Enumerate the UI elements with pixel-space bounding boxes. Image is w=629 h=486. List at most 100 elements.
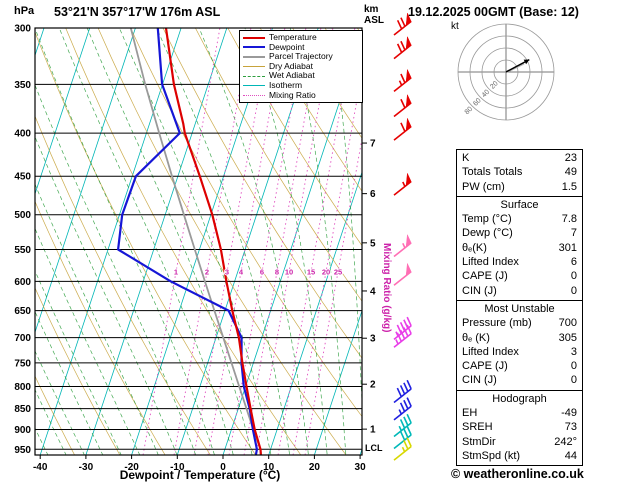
wind-barb bbox=[393, 172, 412, 196]
lcl-label: LCL bbox=[365, 443, 383, 453]
wet-adiabat-line bbox=[35, 84, 197, 455]
stat-value: 23 bbox=[564, 152, 577, 164]
wind-barb-feather bbox=[400, 73, 406, 83]
wet-adiabat-line bbox=[35, 183, 159, 455]
pressure-tick-label: 450 bbox=[14, 172, 31, 183]
wind-barb bbox=[393, 437, 412, 461]
wind-barb-feather bbox=[406, 397, 412, 407]
wind-barb-pennant bbox=[405, 117, 412, 132]
table-row: EH -49 bbox=[457, 406, 582, 420]
mixing-ratio-value-label: 6 bbox=[260, 268, 264, 277]
wet-adiabat-line bbox=[35, 28, 215, 455]
mixing-ratio-value-label: 1 bbox=[174, 268, 178, 277]
wind-barb-pennant bbox=[405, 233, 412, 248]
wind-barb-pennant bbox=[405, 262, 412, 277]
legend-item: Dry Adiabat bbox=[243, 61, 359, 72]
legend-item: Isotherm bbox=[243, 79, 359, 91]
table-row: K 23 bbox=[457, 151, 582, 165]
wet-adiabat-line bbox=[35, 310, 104, 455]
mixing-ratio-line bbox=[193, 28, 272, 455]
mixing-ratio-line-sample bbox=[243, 94, 265, 96]
wind-barb-feather bbox=[406, 413, 412, 424]
wind-barb bbox=[393, 425, 412, 450]
wind-barb-feather bbox=[396, 19, 403, 30]
mixing-ratio-value-label: 10 bbox=[285, 268, 293, 277]
pressure-tick-label: 900 bbox=[14, 425, 31, 436]
wind-barb-feather bbox=[396, 332, 403, 342]
stat-value: 700 bbox=[558, 317, 577, 330]
hodograph-ring-label: 80 bbox=[464, 106, 475, 117]
hodograph-ring bbox=[457, 23, 555, 121]
pressure-tick-label: 950 bbox=[14, 445, 31, 456]
stat-value: 44 bbox=[564, 449, 577, 462]
stat-value: 301 bbox=[558, 241, 577, 254]
pressure-tick-label: 650 bbox=[14, 306, 31, 317]
wind-barb-feather bbox=[396, 387, 403, 398]
stat-label: Totals Totals bbox=[462, 166, 523, 179]
mixing-ratio-line bbox=[228, 28, 307, 455]
wind-barb-feather bbox=[406, 324, 412, 334]
mixing-ratio-line bbox=[277, 28, 356, 455]
wind-barb-half-feather bbox=[402, 242, 406, 249]
table-row: CAPE (J) 0 bbox=[457, 359, 582, 373]
wind-barb-feather bbox=[403, 399, 409, 410]
stat-label: StmDir bbox=[462, 435, 496, 448]
wet-adiabat-line bbox=[35, 227, 141, 455]
mixing-ratio-value-label: 25 bbox=[334, 268, 342, 277]
stat-label: K bbox=[462, 152, 470, 164]
wind-barb bbox=[393, 324, 412, 348]
pressure-tick-label: 800 bbox=[14, 382, 31, 393]
wind-barb-feather bbox=[396, 43, 403, 53]
table-row: Totals Totals 49 bbox=[457, 165, 582, 179]
isotherm-line bbox=[39, 28, 182, 455]
temperature-line-sample bbox=[243, 36, 265, 39]
km-tick-label: 3 bbox=[370, 334, 376, 345]
table-row: CAPE (J) 0 bbox=[457, 269, 582, 283]
dry-adiabat-line bbox=[227, 28, 362, 247]
mixing-ratio-line bbox=[142, 28, 221, 455]
wind-barb-feather bbox=[406, 316, 412, 327]
datetime-title: 19.12.2025 00GMT (Base: 12) bbox=[408, 5, 579, 19]
pressure-tick-label: 300 bbox=[14, 24, 31, 35]
stat-value: 0 bbox=[570, 374, 577, 387]
altitude-axis-unit: km ASL bbox=[364, 4, 384, 26]
isotherm-line bbox=[85, 28, 228, 455]
station-title: 53°21'N 357°17'W 176m ASL bbox=[54, 5, 221, 19]
wind-barb-half-feather bbox=[401, 446, 406, 453]
legend-label: Isotherm bbox=[269, 79, 303, 90]
mixing-ratio-line bbox=[173, 28, 252, 455]
stat-value: 73 bbox=[564, 421, 577, 434]
km-tick-label: 5 bbox=[370, 238, 376, 249]
stat-value: -49 bbox=[561, 407, 577, 420]
storm-motion-arrowhead bbox=[523, 59, 530, 65]
pressure-tick-label: 550 bbox=[14, 245, 31, 256]
stat-value: 0 bbox=[570, 284, 577, 297]
stat-value: 1.5 bbox=[561, 180, 577, 193]
wind-barb-feather bbox=[400, 98, 406, 109]
stat-value: 7.8 bbox=[561, 213, 577, 226]
stat-label: Lifted Index bbox=[462, 256, 519, 269]
pressure-tick-label: 600 bbox=[14, 277, 31, 288]
wind-barb bbox=[393, 262, 412, 286]
legend-label: Parcel Trajectory bbox=[269, 51, 333, 62]
table-row: Lifted Index 3 bbox=[457, 345, 582, 359]
legend-item: Wet Adiabat bbox=[243, 71, 359, 81]
dry-adiabat-line bbox=[35, 115, 211, 455]
wind-barb-pennant bbox=[405, 35, 412, 50]
stat-value: 242° bbox=[554, 435, 577, 448]
wind-barb-feather bbox=[403, 428, 409, 438]
hodograph-ring-label: 60 bbox=[472, 97, 483, 108]
stat-label: θₑ(K) bbox=[462, 241, 487, 254]
mixing-ratio-axis-title: Mixing Ratio (g/kg) bbox=[381, 243, 392, 333]
wind-barb-pennant bbox=[405, 172, 412, 187]
legend-item: Mixing Ratio bbox=[243, 90, 359, 101]
temperature-curve bbox=[164, 28, 262, 455]
pressure-tick-label: 350 bbox=[14, 80, 31, 91]
hodograph-ring bbox=[493, 59, 519, 85]
wind-barb-feather bbox=[399, 431, 406, 441]
km-tick-label: 2 bbox=[370, 380, 376, 391]
mixing-ratio-value-label: 2 bbox=[205, 268, 209, 277]
wind-barb bbox=[393, 117, 412, 141]
km-tick-label: 7 bbox=[370, 139, 376, 150]
wind-barb-half-feather bbox=[395, 339, 399, 345]
